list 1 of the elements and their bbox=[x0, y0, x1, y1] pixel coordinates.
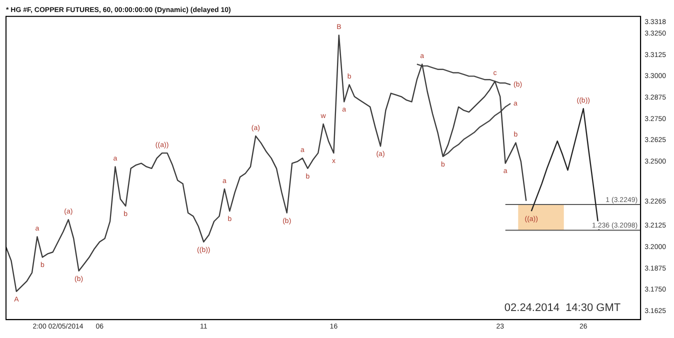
annotation: 02.24.2014 14:30 GMT bbox=[504, 302, 621, 314]
